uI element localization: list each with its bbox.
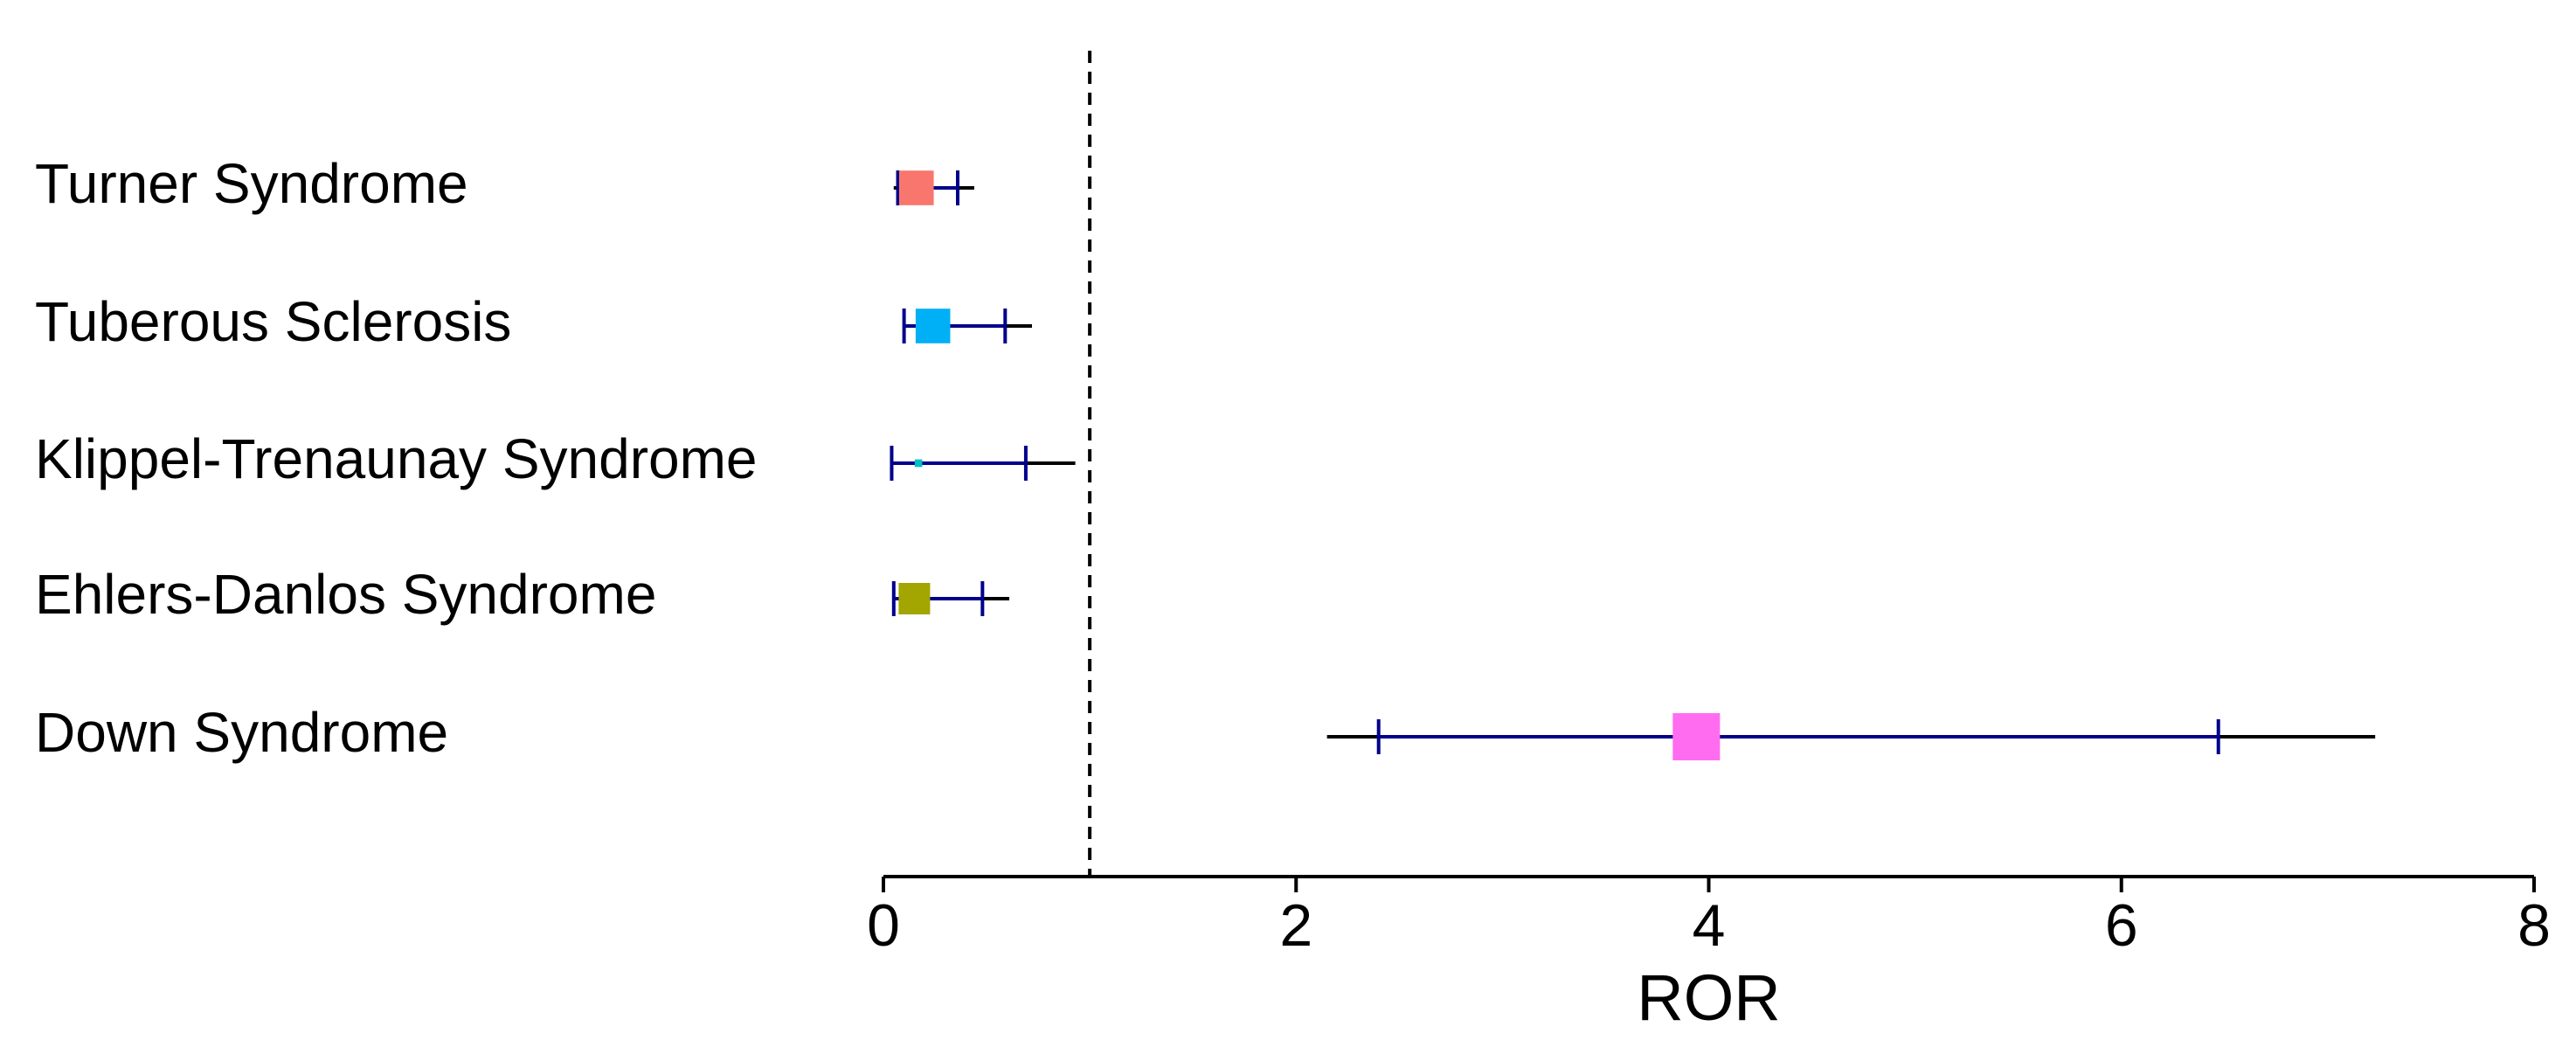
row-label: Ehlers-Danlos Syndrome: [35, 563, 656, 626]
row-label: Down Syndrome: [35, 701, 448, 764]
point-estimate: [915, 309, 951, 343]
point-estimate: [914, 459, 923, 468]
forest-row: Klippel-Trenaunay Syndrome: [35, 427, 1076, 490]
x-tick-label: 2: [1279, 892, 1312, 959]
x-tick-label: 4: [1693, 892, 1726, 959]
forest-row: Turner Syndrome: [35, 152, 974, 215]
forest-row: Tuberous Sclerosis: [35, 290, 1033, 353]
forest-row: Down Syndrome: [35, 701, 2376, 764]
x-axis-title: ROR: [1637, 961, 1780, 1034]
point-estimate: [1672, 713, 1721, 760]
x-tick-label: 8: [2517, 892, 2551, 959]
point-estimate: [898, 583, 931, 614]
forest-row: Ehlers-Danlos Syndrome: [35, 563, 1010, 626]
point-estimate: [898, 170, 934, 205]
x-tick-label: 6: [2105, 892, 2138, 959]
row-label: Tuberous Sclerosis: [35, 290, 511, 353]
row-label: Klippel-Trenaunay Syndrome: [35, 427, 758, 490]
row-label: Turner Syndrome: [35, 152, 468, 215]
x-tick-label: 0: [867, 892, 900, 959]
